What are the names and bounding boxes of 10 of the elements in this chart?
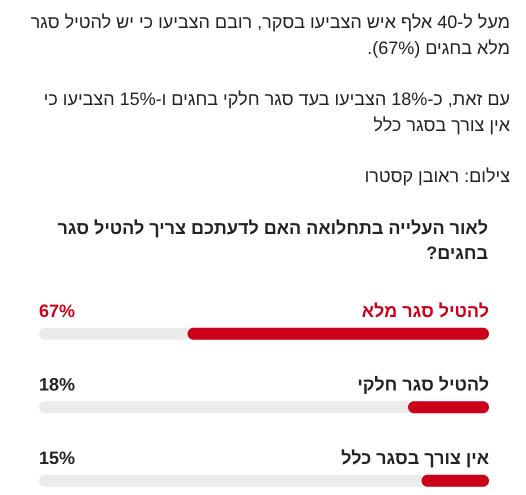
y-tick-label: להטיל סגר חלקי	[357, 374, 489, 394]
text: מעל ל-40 אלף איש הצביעו בסקר, רובם הצביעו כי יש להטיל סגר מלא בחגים (67%).	[30, 10, 510, 60]
text: צילום: ראובן קסטרו	[364, 164, 510, 188]
data-label: 15%	[39, 448, 76, 468]
data-label: 67%	[39, 300, 76, 321]
text: עם זאת, כ-18% הצביעו בעד סגר חלקי בחגים ו-15% הצביעו כי אין צורך בסגר כלל	[42, 88, 510, 137]
data-label: 18%	[39, 374, 76, 394]
chart-title: לאור העלייה בתחלואה האם לדעתכם צריך להטיל סגר בחגים?	[56, 217, 488, 265]
y-tick-label: אין צורך בסגר כלל	[341, 448, 489, 468]
y-tick-label: להטיל סגר מלא	[362, 300, 489, 321]
